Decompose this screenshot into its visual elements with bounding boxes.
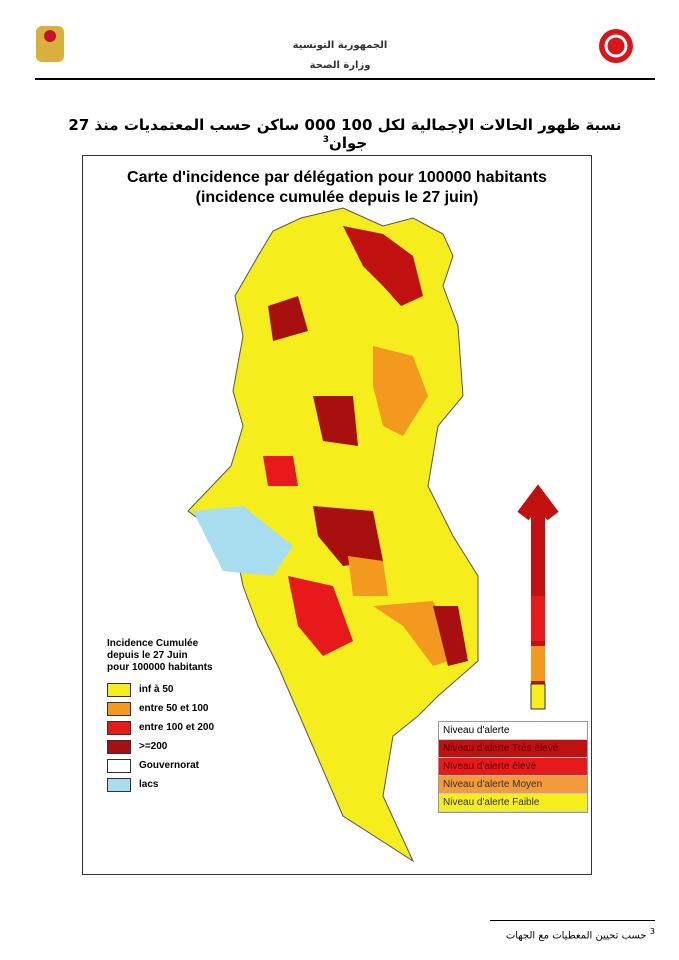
legend-swatch xyxy=(107,701,131,716)
legend-title-line: pour 100000 habitants xyxy=(107,662,213,673)
legend-item: inf à 50 xyxy=(107,680,214,699)
alert-level: Niveau d'alerte Moyen xyxy=(439,776,587,794)
lake xyxy=(193,506,293,576)
legend-label: entre 50 et 100 xyxy=(139,703,209,714)
footnote-note: 3 xyxy=(649,926,655,936)
ministry: وزارة الصحة xyxy=(309,60,371,71)
region xyxy=(268,296,308,341)
title-note: 3 xyxy=(322,135,330,145)
legend-item: >=200 xyxy=(107,737,214,756)
legend-swatch xyxy=(107,758,131,773)
map xyxy=(187,207,559,863)
arrow-band xyxy=(531,596,545,641)
legend-label: lacs xyxy=(139,779,159,790)
alert-title: Niveau d'alerte xyxy=(439,722,587,740)
region xyxy=(263,456,298,486)
map-title-line: (incidence cumulée depuis le 27 juin) xyxy=(195,189,479,206)
rule xyxy=(35,78,655,80)
legend-label: Gouvernorat xyxy=(139,760,200,771)
logo xyxy=(599,29,633,63)
region xyxy=(313,506,383,566)
legend-swatch xyxy=(107,739,131,754)
alert-level: Niveau d'alerte élevé xyxy=(439,758,587,776)
region xyxy=(373,346,428,436)
alert-box: Niveau d'alerte Niveau d'alerte Très élev… xyxy=(438,721,588,813)
alert-level: Niveau d'alerte Très élevé xyxy=(439,740,587,758)
page-title: نسبة ظهور الحالات الإجمالية لكل 100 000 … xyxy=(65,116,625,152)
map-title: Carte d'incidence par délégation pour 10… xyxy=(83,168,591,208)
legend-swatch xyxy=(107,720,131,735)
map-title-line: Carte d'incidence par délégation pour 10… xyxy=(127,169,547,186)
title-text: نسبة ظهور الحالات الإجمالية لكل 100 000 … xyxy=(68,116,622,152)
region xyxy=(288,576,353,656)
legend-swatch xyxy=(107,682,131,697)
rule xyxy=(490,920,655,921)
country: الجمهورية التونسية xyxy=(292,40,388,51)
region xyxy=(313,396,358,446)
legend-item: entre 50 et 100 xyxy=(107,699,214,718)
alert-level: Niveau d'alerte Faible xyxy=(439,794,587,812)
emblem xyxy=(36,26,64,62)
footnote: 3 حسب تحيين المعطيات مع الجهات xyxy=(380,926,655,941)
legend-title-line: Incidence Cumulée xyxy=(107,638,199,649)
legend-label: >=200 xyxy=(139,741,168,752)
region xyxy=(348,556,388,596)
region xyxy=(343,226,423,306)
map-frame: Carte d'incidence par délégation pour 10… xyxy=(82,155,592,875)
region xyxy=(433,606,468,666)
legend-item: Gouvernorat xyxy=(107,756,214,775)
legend-title-line: depuis le 27 Juin xyxy=(107,650,188,661)
legend-label: inf à 50 xyxy=(139,684,174,695)
legend-swatch xyxy=(107,777,131,792)
legend-item: lacs xyxy=(107,775,214,794)
footnote-text: حسب تحيين المعطيات مع الجهات xyxy=(505,930,647,942)
legend-title: Incidence Cumulée depuis le 27 Juin pour 1… xyxy=(107,638,214,674)
legend: Incidence Cumulée depuis le 27 Juin pour 1… xyxy=(107,638,214,794)
arrow-band xyxy=(530,683,546,710)
arrow-band xyxy=(531,646,545,681)
legend-item: entre 100 et 200 xyxy=(107,718,214,737)
legend-label: entre 100 et 200 xyxy=(139,722,215,733)
